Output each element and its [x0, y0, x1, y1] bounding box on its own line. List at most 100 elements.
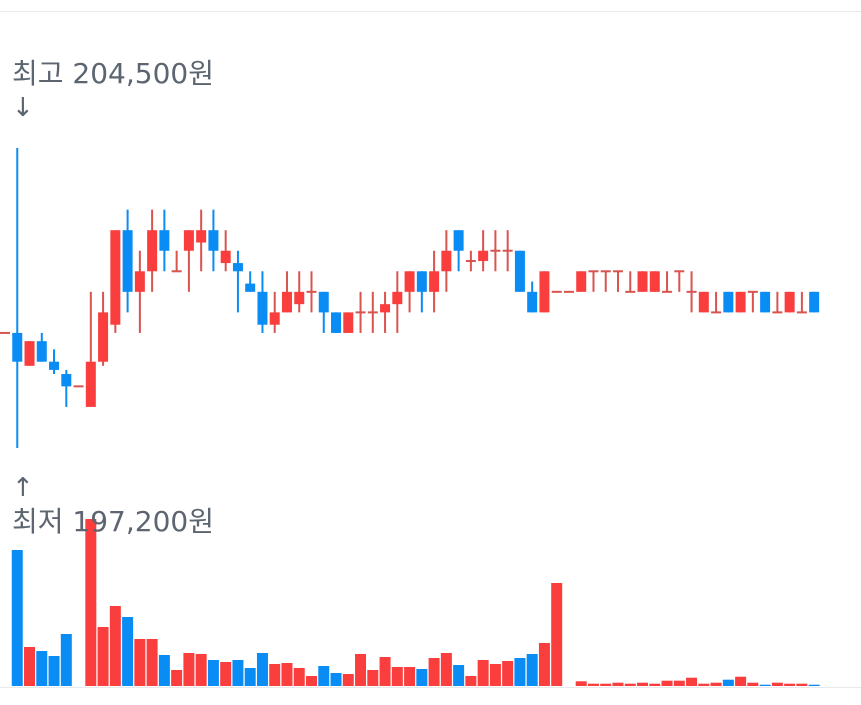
- candle-body: [36, 341, 47, 362]
- candle-body: [404, 271, 415, 292]
- candle-body: [637, 271, 648, 292]
- candle-body: [134, 271, 145, 292]
- volume-bar: [195, 654, 207, 686]
- high-arrow-down-icon: ↓: [12, 93, 34, 123]
- volume-bar: [207, 660, 219, 686]
- bottom-divider: [0, 687, 861, 688]
- candle-wick: [666, 271, 669, 292]
- candle-body: [110, 230, 121, 325]
- volume-bar: [710, 682, 722, 686]
- candle-body: [122, 230, 133, 292]
- volume-bar: [60, 634, 72, 686]
- volume-bar: [109, 606, 121, 686]
- volume-bar: [747, 682, 759, 686]
- volume-bar: [722, 679, 734, 686]
- volume-bar: [686, 677, 698, 686]
- volume-bar: [24, 647, 36, 686]
- volume-bar: [759, 684, 771, 686]
- volume-bar: [391, 667, 403, 686]
- volume-bar: [36, 651, 48, 686]
- candle-body: [61, 374, 72, 387]
- volume-bar: [698, 683, 710, 686]
- candle-body: [723, 291, 734, 313]
- candle-wick: [776, 291, 779, 313]
- candle-body: [147, 230, 158, 272]
- volume-bar: [404, 667, 416, 686]
- volume-bar: [355, 654, 367, 686]
- candle-body: [281, 291, 292, 313]
- candle-body: [318, 291, 329, 313]
- volume-bar: [637, 682, 649, 686]
- candle-body: [502, 249, 513, 252]
- candle-wick: [187, 230, 190, 292]
- candle-body: [576, 271, 587, 292]
- candle-body: [331, 312, 342, 333]
- volume-bar: [293, 668, 305, 686]
- volume-bar: [771, 682, 783, 686]
- low-arrow-up-icon: ↑: [12, 473, 34, 503]
- candle-body: [85, 361, 96, 407]
- volume-bar: [318, 666, 330, 686]
- volume-bar: [428, 658, 440, 686]
- volume-bar: [134, 639, 146, 686]
- candle-body: [98, 312, 109, 362]
- candle-body: [306, 290, 317, 293]
- candle-body: [735, 291, 746, 313]
- candle-body: [380, 304, 391, 313]
- volume-bar: [502, 661, 514, 686]
- candle-body: [465, 260, 476, 263]
- volume-bar: [477, 660, 489, 686]
- volume-bar: [269, 664, 281, 686]
- volume-bar: [796, 683, 808, 686]
- volume-bar: [587, 683, 599, 686]
- volume-bar: [612, 682, 624, 686]
- candle-body: [355, 311, 366, 314]
- candle-wick: [65, 369, 68, 407]
- volume-bar: [342, 674, 354, 686]
- volume-bar: [649, 683, 661, 686]
- candle-body: [809, 291, 820, 313]
- volume-bar: [808, 684, 820, 686]
- candle-body: [453, 230, 464, 251]
- volume-bar: [673, 680, 685, 686]
- candle-body: [392, 291, 403, 305]
- volume-bar: [122, 617, 134, 686]
- candle-body: [613, 270, 623, 273]
- candle-body: [367, 311, 378, 314]
- candle-body: [171, 270, 182, 273]
- volume-bar: [416, 669, 428, 686]
- volume-bar: [661, 680, 673, 686]
- candle-body: [257, 291, 268, 325]
- candle-body: [73, 385, 84, 388]
- candle-body: [49, 361, 60, 370]
- candle-body: [625, 290, 636, 293]
- candle-body: [294, 291, 305, 305]
- candle-body: [662, 290, 673, 293]
- candle-wick: [457, 230, 460, 272]
- top-divider: [0, 11, 861, 12]
- candle-body: [416, 271, 427, 292]
- volume-bar: [220, 662, 232, 686]
- candle-body: [747, 290, 758, 293]
- candle-wick: [800, 291, 803, 313]
- volume-bar: [784, 683, 796, 686]
- volume-bar: [158, 655, 170, 686]
- volume-bar: [330, 673, 342, 686]
- candle-body: [539, 271, 550, 313]
- candle-body: [245, 283, 256, 292]
- candle-body: [588, 270, 599, 273]
- volume-bar: [85, 519, 97, 686]
- candle-wick: [16, 148, 19, 448]
- volume-bar: [183, 653, 195, 686]
- volume-bar: [48, 656, 60, 686]
- volume-bar: [440, 653, 452, 686]
- candle-body: [208, 230, 219, 251]
- candle-body: [232, 263, 243, 272]
- candle-body: [600, 270, 611, 273]
- volume-bar: [538, 643, 550, 686]
- candle-wick: [592, 271, 595, 292]
- volume-bar: [551, 583, 563, 686]
- candle-body: [441, 250, 452, 272]
- candle-body: [527, 291, 538, 313]
